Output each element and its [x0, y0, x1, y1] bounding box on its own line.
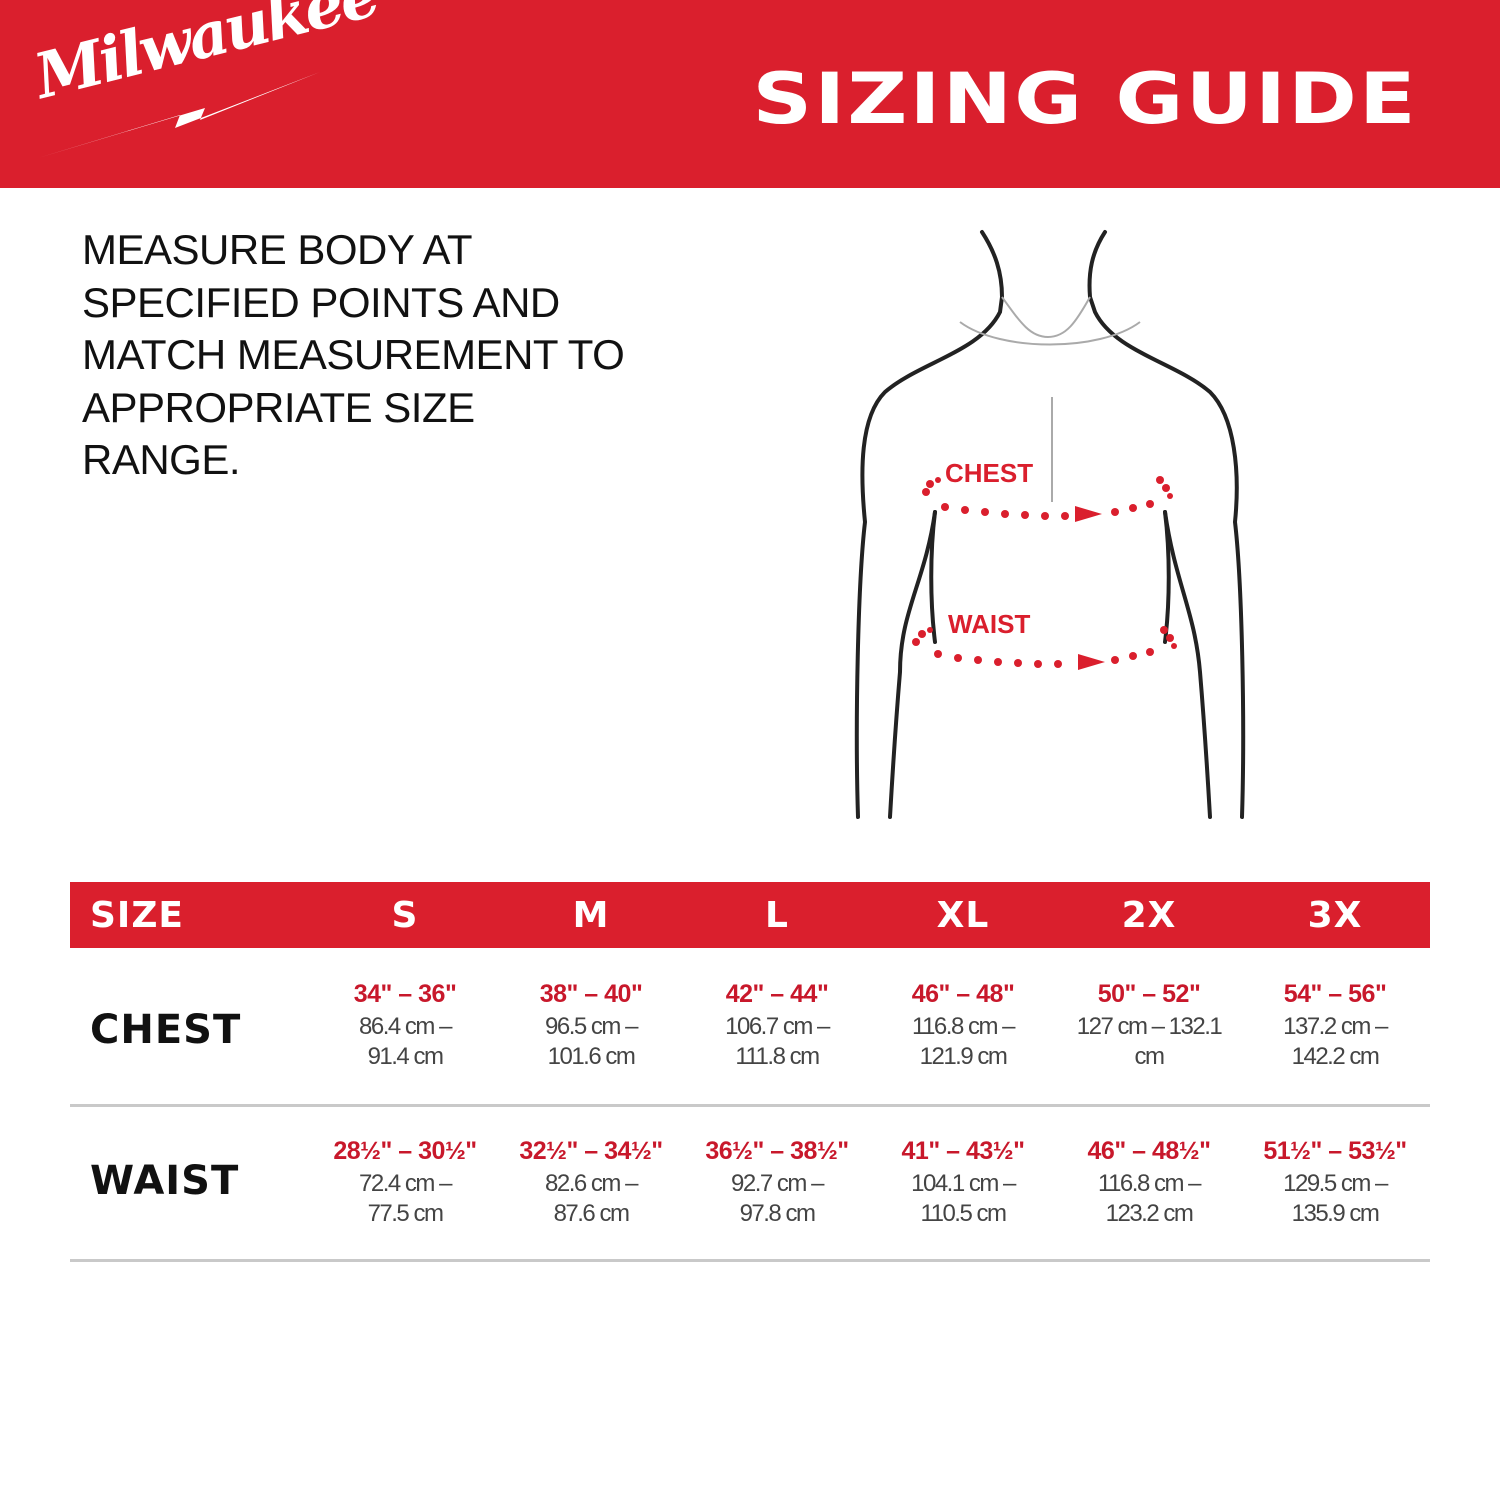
cm-range: 127 cm – 132.1 [1076, 1013, 1223, 1040]
header-s: S [391, 894, 419, 936]
header-2x: 2X [1121, 894, 1177, 936]
cm-range: 72.4 cm – [359, 1170, 452, 1197]
table-cell: 32½" – 34½" 82.6 cm – 87.6 cm [498, 1133, 684, 1259]
table-cell: 51½" – 53½" 129.5 cm – 135.9 cm [1242, 1133, 1428, 1259]
cm-range: 96.5 cm – [545, 1013, 638, 1040]
size-table-header: SIZE S M L XL 2X 3X [70, 882, 1430, 948]
cm-range: 77.5 cm [367, 1200, 444, 1227]
row-label: WAIST [90, 1158, 240, 1204]
inch-range: 42" – 44" [725, 980, 829, 1008]
inch-range: 50" – 52" [1097, 980, 1201, 1008]
table-cell: 34" – 36" 86.4 cm – 91.4 cm [312, 976, 498, 1104]
header-m: M [572, 894, 610, 936]
table-cell: 28½" – 30½" 72.4 cm – 77.5 cm [312, 1133, 498, 1259]
torso-illustration: CHEST WAIST [830, 222, 1270, 827]
page-title: SIZING GUIDE [752, 58, 1418, 140]
header-l: L [765, 894, 789, 936]
header-xl: XL [936, 894, 990, 936]
cm-range: 135.9 cm [1291, 1200, 1380, 1227]
header-size: SIZE [90, 894, 185, 936]
inch-range: 46" – 48" [911, 980, 1015, 1008]
cm-range: 129.5 cm – [1283, 1170, 1388, 1197]
inch-range: 41" – 43½" [901, 1137, 1025, 1165]
table-cell: 38" – 40" 96.5 cm – 101.6 cm [498, 976, 684, 1104]
inch-range: 51½" – 53½" [1263, 1137, 1407, 1165]
inch-range: 54" – 56" [1283, 980, 1387, 1008]
table-cell: 41" – 43½" 104.1 cm – 110.5 cm [870, 1133, 1056, 1259]
inch-range: 36½" – 38½" [705, 1137, 849, 1165]
table-cell: 54" – 56" 137.2 cm – 142.2 cm [1242, 976, 1428, 1104]
inch-range: 46" – 48½" [1087, 1137, 1211, 1165]
cm-range: 111.8 cm [735, 1043, 820, 1070]
measurement-instructions: MEASURE BODY AT SPECIFIED POINTS AND MAT… [82, 226, 625, 483]
inch-range: 34" – 36" [353, 980, 457, 1008]
cm-range: 121.9 cm [919, 1043, 1008, 1070]
row-label: CHEST [90, 1007, 242, 1053]
cm-range: 86.4 cm – [359, 1013, 452, 1040]
cm-range: 97.8 cm [739, 1200, 816, 1227]
cm-range: 116.8 cm – [912, 1013, 1015, 1040]
chest-measure-line [922, 476, 1173, 522]
header-banner: SIZING GUIDE [0, 0, 1500, 188]
table-row-waist: WAIST 28½" – 30½" 72.4 cm – 77.5 cm 32½" – … [70, 1133, 1430, 1262]
cm-range: 137.2 cm – [1283, 1013, 1388, 1040]
inch-range: 32½" – 34½" [519, 1137, 663, 1165]
table-cell: 46" – 48½" 116.8 cm – 123.2 cm [1056, 1133, 1242, 1259]
cm-range: 82.6 cm – [545, 1170, 638, 1197]
cm-range: 123.2 cm [1105, 1200, 1194, 1227]
chest-label: CHEST [945, 458, 1033, 488]
cm-range: 92.7 cm – [731, 1170, 824, 1197]
waist-measure-line [912, 626, 1177, 670]
cm-range: 116.8 cm – [1098, 1170, 1201, 1197]
cm-range: 101.6 cm [547, 1043, 636, 1070]
cm-range: 142.2 cm [1291, 1043, 1380, 1070]
table-row-chest: CHEST 34" – 36" 86.4 cm – 91.4 cm 38" – 40"… [70, 976, 1430, 1107]
header-3x: 3X [1307, 894, 1363, 936]
cm-range: 87.6 cm [553, 1200, 630, 1227]
inch-range: 28½" – 30½" [333, 1137, 477, 1165]
cm-range: 106.7 cm – [725, 1013, 830, 1040]
cm-range: cm [1134, 1043, 1166, 1070]
table-cell: 46" – 48" 116.8 cm – 121.9 cm [870, 976, 1056, 1104]
table-cell: 50" – 52" 127 cm – 132.1 cm [1056, 976, 1242, 1104]
cm-range: 91.4 cm [367, 1043, 444, 1070]
cm-range: 110.5 cm [920, 1200, 1007, 1227]
waist-label: WAIST [948, 609, 1030, 639]
table-cell: 42" – 44" 106.7 cm – 111.8 cm [684, 976, 870, 1104]
inch-range: 38" – 40" [539, 980, 643, 1008]
cm-range: 104.1 cm – [911, 1170, 1016, 1197]
table-cell: 36½" – 38½" 92.7 cm – 97.8 cm [684, 1133, 870, 1259]
